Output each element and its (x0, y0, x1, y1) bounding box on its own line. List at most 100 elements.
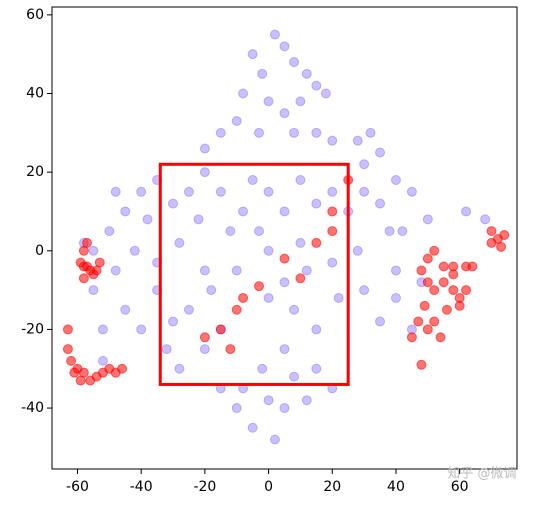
point (438, 277, 449, 288)
point (231, 116, 242, 127)
x-tick-label: 0 (264, 479, 273, 495)
point (327, 206, 338, 217)
point (142, 214, 153, 225)
point (110, 186, 121, 197)
point (467, 261, 478, 272)
point (117, 363, 128, 374)
point (311, 237, 322, 248)
point (279, 206, 290, 217)
point (263, 395, 274, 406)
point (461, 206, 472, 217)
point (62, 324, 73, 335)
point (254, 281, 265, 292)
point (295, 175, 306, 186)
point (88, 285, 99, 296)
point (352, 245, 363, 256)
point (311, 127, 322, 138)
point (225, 226, 236, 237)
point (429, 316, 440, 327)
point (91, 265, 102, 276)
point (438, 261, 449, 272)
point (136, 324, 147, 335)
point (390, 292, 401, 303)
point (129, 245, 140, 256)
point (120, 304, 131, 315)
y-tick-label: 60 (26, 7, 44, 23)
point (429, 285, 440, 296)
point (496, 241, 507, 252)
point (199, 344, 210, 355)
point (413, 316, 424, 327)
point (390, 175, 401, 186)
y-tick-label: 40 (26, 86, 44, 102)
point (359, 186, 370, 197)
y-tick-label: -40 (21, 400, 44, 416)
point (279, 41, 290, 52)
point (301, 265, 312, 276)
point (263, 245, 274, 256)
point (75, 375, 86, 386)
point (199, 265, 210, 276)
point (416, 359, 427, 370)
point (257, 363, 268, 374)
x-tick-label: 40 (387, 479, 405, 495)
point (215, 324, 226, 335)
point (238, 206, 249, 217)
point (435, 332, 446, 343)
point (231, 403, 242, 414)
point (499, 230, 510, 241)
point (225, 344, 236, 355)
point (352, 135, 363, 146)
point (263, 96, 274, 107)
y-tick-label: -20 (21, 321, 44, 337)
point (289, 371, 300, 382)
point (448, 261, 459, 272)
point (231, 304, 242, 315)
point (120, 206, 131, 217)
point (359, 285, 370, 296)
point (88, 245, 99, 256)
point (257, 68, 268, 79)
point (136, 186, 147, 197)
point (301, 68, 312, 79)
point (110, 265, 121, 276)
point (183, 186, 194, 197)
point (416, 265, 427, 276)
point (269, 434, 280, 445)
point (69, 367, 80, 378)
point (448, 285, 459, 296)
point (295, 96, 306, 107)
point (311, 324, 322, 335)
point (375, 147, 386, 158)
point (82, 237, 93, 248)
point (174, 363, 185, 374)
point (301, 395, 312, 406)
point (78, 273, 89, 284)
point (247, 422, 258, 433)
point (289, 57, 300, 68)
point (441, 304, 452, 315)
point (311, 80, 322, 91)
plot-frame (51, 6, 518, 470)
point (397, 226, 408, 237)
point (254, 127, 265, 138)
point (279, 277, 290, 288)
point (422, 324, 433, 335)
point (480, 214, 491, 225)
point (311, 363, 322, 374)
point (247, 49, 258, 60)
point (104, 226, 115, 237)
y-tick-label: 0 (35, 243, 44, 259)
point (429, 245, 440, 256)
y-tick-label: 20 (26, 164, 44, 180)
point (254, 226, 265, 237)
point (193, 214, 204, 225)
point (199, 167, 210, 178)
point (327, 257, 338, 268)
point (263, 186, 274, 197)
highlight-box (158, 162, 350, 386)
x-tick-label: 20 (323, 479, 341, 495)
point (320, 88, 331, 99)
point (269, 29, 280, 40)
point (97, 355, 108, 366)
